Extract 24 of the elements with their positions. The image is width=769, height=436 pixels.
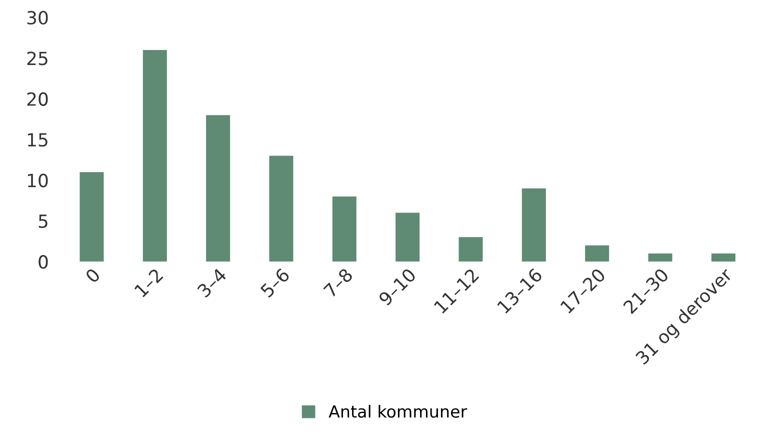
bar	[206, 115, 230, 262]
y-tick-label: 30	[27, 10, 48, 25]
y-tick-label: 20	[27, 92, 48, 106]
bar	[80, 172, 104, 262]
legend-label: Antal kommuner	[328, 404, 468, 418]
y-tick-label: 10	[28, 174, 48, 188]
x-tick-label: 1–2	[134, 268, 164, 298]
bar	[332, 196, 356, 262]
bar	[648, 253, 672, 262]
bar	[522, 188, 546, 262]
x-tick-label: 7–8	[323, 268, 354, 298]
y-tick-label: 25	[27, 52, 48, 66]
y-tick-label: 15	[28, 133, 48, 147]
bar	[711, 253, 736, 262]
x-tick-label: 0	[84, 268, 101, 284]
bar	[458, 237, 483, 262]
y-tick-label: 0	[38, 255, 48, 269]
y-tick-label: 5	[38, 214, 48, 228]
bar	[585, 245, 610, 262]
bar	[142, 50, 167, 262]
x-tick-label: 3–4	[196, 267, 228, 298]
x-tick-label: 5–6	[260, 267, 290, 298]
bar	[396, 212, 420, 262]
bar	[269, 156, 294, 262]
